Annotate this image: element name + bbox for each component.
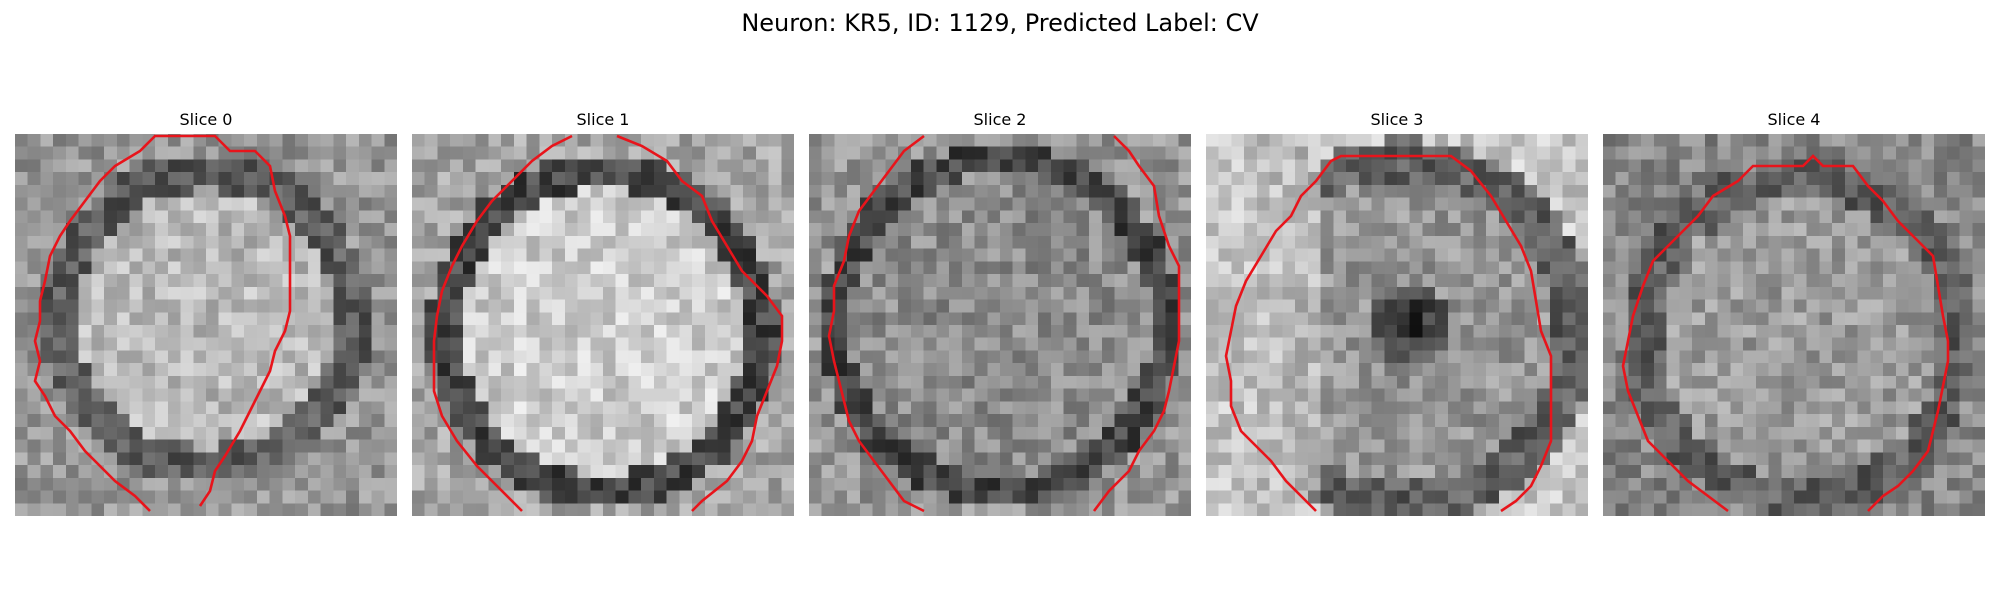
slice-panel-0: Slice 0 xyxy=(15,110,397,520)
slice-title-0: Slice 0 xyxy=(179,110,233,129)
slice-panel-1: Slice 1 xyxy=(412,110,794,520)
slice-contour-overlay-1 xyxy=(432,134,784,512)
figure-title: Neuron: KR5, ID: 1129, Predicted Label: … xyxy=(741,9,1259,37)
slice-image-4 xyxy=(1603,134,1985,516)
slice-title-2: Slice 2 xyxy=(973,110,1027,129)
slice-contour-overlay-4 xyxy=(1621,154,1950,513)
slice-contour-overlay-2 xyxy=(827,134,1181,513)
slice-contour-overlay-3 xyxy=(1224,154,1553,513)
slice-title-3: Slice 3 xyxy=(1370,110,1424,129)
slice-grayscale-0 xyxy=(15,134,397,516)
slice-panel-3: Slice 3 xyxy=(1206,110,1588,520)
slice-title-4: Slice 4 xyxy=(1767,110,1821,129)
slice-image-2 xyxy=(809,134,1191,516)
slice-grayscale-1 xyxy=(412,134,794,516)
slice-grayscale-4 xyxy=(1603,134,1985,516)
slice-panel-4: Slice 4 xyxy=(1603,110,1985,520)
slice-contour-overlay-0 xyxy=(33,134,292,512)
segmentation-contour-1a xyxy=(432,134,573,512)
slice-title-1: Slice 1 xyxy=(576,110,630,129)
segmentation-contour-4 xyxy=(1621,154,1950,513)
segmentation-contour-2a xyxy=(827,134,925,513)
segmentation-contour-2b xyxy=(1092,135,1181,512)
slice-image-0 xyxy=(15,134,397,516)
segmentation-contour-1b xyxy=(616,134,784,512)
slice-image-3 xyxy=(1206,134,1588,516)
slice-grayscale-2 xyxy=(809,134,1191,516)
slice-panel-2: Slice 2 xyxy=(809,110,1191,520)
slice-image-1 xyxy=(412,134,794,516)
segmentation-contour-3 xyxy=(1224,154,1553,513)
segmentation-contour-0 xyxy=(33,134,292,512)
slice-grayscale-3 xyxy=(1206,134,1588,516)
